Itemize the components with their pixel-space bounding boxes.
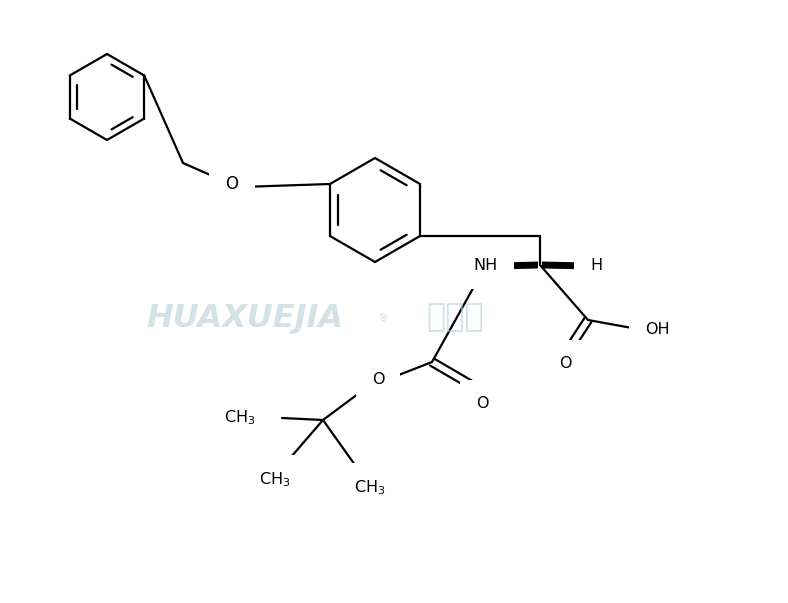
- Text: CH$_3$: CH$_3$: [355, 479, 386, 497]
- Text: 化学加: 化学加: [426, 303, 484, 333]
- Text: O: O: [372, 373, 385, 388]
- Text: NH: NH: [474, 259, 498, 274]
- Text: OH: OH: [645, 323, 669, 338]
- Text: ®: ®: [377, 313, 388, 323]
- Text: H: H: [590, 259, 602, 274]
- Text: O: O: [559, 356, 571, 370]
- Text: CH$_3$: CH$_3$: [259, 471, 291, 490]
- Text: O: O: [225, 175, 239, 193]
- Text: O: O: [476, 396, 489, 411]
- Text: CH$_3$: CH$_3$: [224, 409, 255, 428]
- Text: HUAXUEJIA: HUAXUEJIA: [147, 303, 344, 333]
